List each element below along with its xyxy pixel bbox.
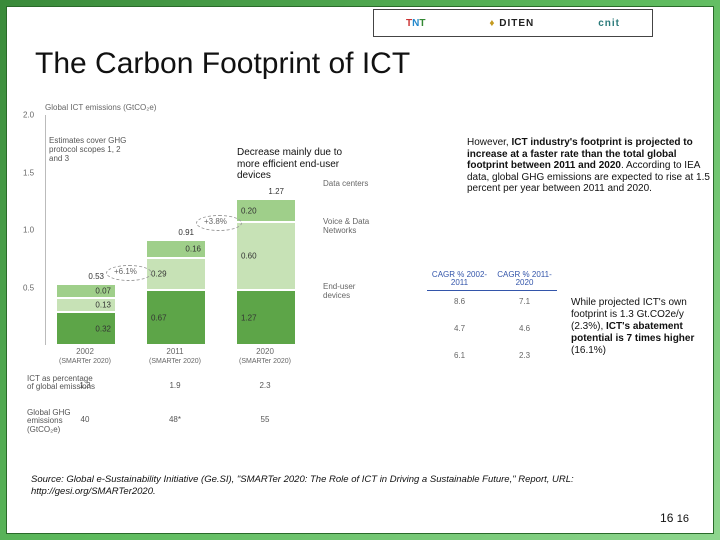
seg-label: 0.32 <box>95 324 111 333</box>
xcat: 2011(SMARTer 2020) <box>135 347 215 365</box>
pagenum-2: 16 <box>677 513 689 525</box>
seg-label: 0.16 <box>185 245 201 254</box>
cagr-cell: 4.7 <box>427 324 492 333</box>
annotation-decrease: Decrease mainly due to more efficient en… <box>237 147 352 182</box>
annotation-abatement: While projected ICT's own footprint is 1… <box>571 297 711 357</box>
ytick: 0.5 <box>23 284 34 293</box>
seg-label: 0.29 <box>151 270 167 279</box>
cagr-cell: 6.1 <box>427 351 492 360</box>
source-text: Source: Global e-Sustainability Initiati… <box>31 474 689 497</box>
bar-total: 1.27 <box>268 187 284 196</box>
seg-label: 0.60 <box>241 252 257 261</box>
cagr-table: CAGR % 2002-2011 CAGR % 2011-2020 8.67.1… <box>427 269 557 372</box>
cagr-head-1: CAGR % 2002-2011 <box>427 269 492 290</box>
row-val: 55 <box>235 415 295 424</box>
annotation-projection: However, ICT industry's footprint is pro… <box>467 137 715 195</box>
slide: TNT ♦ DITEN cnit The Carbon Footprint of… <box>0 0 720 540</box>
page-title: The Carbon Footprint of ICT <box>35 47 410 81</box>
cagr-cell: 2.3 <box>492 351 557 360</box>
xcat: 2020(SMARTer 2020) <box>225 347 305 365</box>
seg-label: 0.67 <box>151 313 167 322</box>
page-number: 16 16 <box>660 511 689 525</box>
y-axis-label: Global ICT emissions (GtCO₂e) <box>45 103 156 112</box>
growth-label-2: +3.8% <box>204 217 227 226</box>
series-label-dev: End-user devices <box>323 282 383 300</box>
row-val: 48* <box>145 415 205 424</box>
series-label-net: Voice & Data Networks <box>323 217 393 235</box>
row-val: 40 <box>55 415 115 424</box>
bar-total: 0.53 <box>88 272 104 281</box>
row-val: 1.9 <box>145 381 205 390</box>
growth-label-1: +6.1% <box>114 267 137 276</box>
seg-label: 1.27 <box>241 313 257 322</box>
cagr-head-2: CAGR % 2011-2020 <box>492 269 557 290</box>
logo-strip: TNT ♦ DITEN cnit <box>373 9 653 37</box>
pagenum-1: 16 <box>660 511 673 525</box>
bar-total: 0.91 <box>178 228 194 237</box>
seg-label: 0.07 <box>95 287 111 296</box>
slide-inner: TNT ♦ DITEN cnit The Carbon Footprint of… <box>6 6 714 534</box>
diten-logo: ♦ DITEN <box>489 18 534 29</box>
row-val: 1.3 <box>55 381 115 390</box>
cagr-cell: 4.6 <box>492 324 557 333</box>
ytick: 1.0 <box>23 226 34 235</box>
cagr-cell: 8.6 <box>427 297 492 306</box>
cnit-logo: cnit <box>598 18 620 29</box>
cagr-row: 6.12.3 <box>427 345 557 372</box>
ytick: 1.5 <box>23 169 34 178</box>
seg-label: 0.20 <box>241 206 257 215</box>
seg-label: 0.13 <box>95 301 111 310</box>
cagr-row: 8.67.1 <box>427 291 557 318</box>
ytick: 2.0 <box>23 111 34 120</box>
row-val: 2.3 <box>235 381 295 390</box>
tnt-logo: TNT <box>406 18 425 29</box>
xcat: 2002(SMARTer 2020) <box>45 347 125 365</box>
cagr-head: CAGR % 2002-2011 CAGR % 2011-2020 <box>427 269 557 291</box>
emissions-chart: Global ICT emissions (GtCO₂e) 2.0 1.5 1.… <box>27 107 427 437</box>
cagr-cell: 7.1 <box>492 297 557 306</box>
cagr-row: 4.74.6 <box>427 318 557 345</box>
